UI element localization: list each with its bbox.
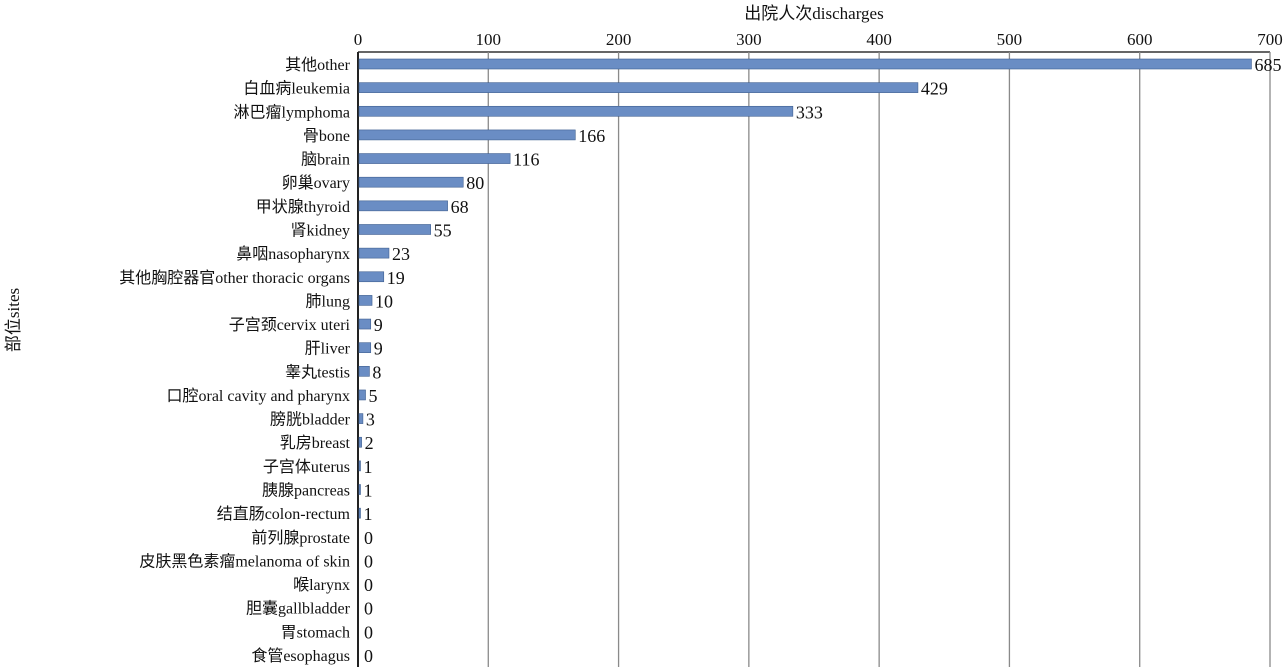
category-label: 脑brain xyxy=(301,151,350,169)
y-axis-title: 部位sites xyxy=(4,288,23,352)
category-label: 其他胸腔器官other thoracic organs xyxy=(119,269,350,287)
value-label: 0 xyxy=(364,599,373,619)
category-label: 食管esophagus xyxy=(251,647,350,665)
category-label: 子宫体uterus xyxy=(263,458,350,476)
x-tick-label: 500 xyxy=(997,30,1023,49)
category-label: 子宫颈cervix uteri xyxy=(229,316,351,334)
value-label: 55 xyxy=(434,220,452,240)
category-label: 甲状腺thyroid xyxy=(256,198,350,216)
bar xyxy=(358,271,385,283)
value-label: 80 xyxy=(466,173,484,193)
value-label: 5 xyxy=(369,386,378,406)
value-label: 333 xyxy=(796,102,823,122)
bar xyxy=(358,129,576,141)
category-label: 膀胱bladder xyxy=(270,411,351,429)
x-tick-label: 100 xyxy=(476,30,502,49)
bar xyxy=(358,295,373,306)
value-label: 0 xyxy=(364,646,373,666)
value-label: 685 xyxy=(1254,55,1281,75)
value-label: 0 xyxy=(364,528,373,548)
bar xyxy=(358,484,361,495)
category-label: 睾丸testis xyxy=(285,363,350,381)
category-label: 胃stomach xyxy=(281,624,350,641)
x-tick-label: 400 xyxy=(866,30,892,49)
value-label: 9 xyxy=(374,339,383,359)
category-label: 皮肤黑色素瘤melanoma of skin xyxy=(139,552,350,570)
bar xyxy=(358,342,372,353)
value-label: 429 xyxy=(921,79,948,99)
value-label: 1 xyxy=(364,457,373,477)
category-label: 其他other xyxy=(285,56,351,74)
x-tick-label: 300 xyxy=(736,30,762,49)
category-label: 口腔oral cavity and pharynx xyxy=(166,387,350,405)
bar xyxy=(358,318,372,330)
x-tick-label: 600 xyxy=(1127,30,1153,49)
bar xyxy=(358,366,370,377)
x-tick-label: 200 xyxy=(606,30,632,49)
x-tick-label: 700 xyxy=(1257,30,1283,49)
category-label: 胰腺pancreas xyxy=(262,482,350,500)
bar xyxy=(358,389,366,401)
category-label: 肺lung xyxy=(306,292,350,310)
x-axis-title: 出院人次discharges xyxy=(744,4,883,23)
value-label: 0 xyxy=(364,575,373,595)
value-label: 116 xyxy=(513,150,539,170)
bar xyxy=(358,460,361,472)
category-label: 肾kidney xyxy=(290,221,350,239)
value-label: 3 xyxy=(366,410,375,430)
category-label: 鼻咽nasopharynx xyxy=(236,245,350,263)
category-label: 乳房breast xyxy=(280,434,351,452)
value-label: 9 xyxy=(374,315,383,335)
bar xyxy=(358,247,390,259)
value-label: 10 xyxy=(375,291,393,311)
bar xyxy=(358,200,448,212)
category-label: 胆囊gallbladder xyxy=(246,600,351,618)
category-label: 卵巢ovary xyxy=(282,174,350,192)
value-label: 166 xyxy=(578,126,605,146)
category-label: 骨bone xyxy=(303,128,350,145)
value-label: 19 xyxy=(387,268,405,288)
value-label: 1 xyxy=(364,504,373,524)
category-label: 肝liver xyxy=(305,340,351,358)
category-label: 淋巴瘤lymphoma xyxy=(234,103,350,121)
x-tick-label: 0 xyxy=(354,30,363,49)
value-label: 23 xyxy=(392,244,410,264)
bar xyxy=(358,436,362,448)
category-label: 喉larynx xyxy=(293,576,350,594)
bar xyxy=(358,82,919,93)
value-label: 68 xyxy=(451,197,469,217)
value-label: 8 xyxy=(372,362,381,382)
bar xyxy=(358,413,364,424)
category-label: 前列腺prostate xyxy=(251,529,350,547)
bar xyxy=(358,176,464,188)
bar xyxy=(358,224,431,235)
bar xyxy=(358,105,794,117)
value-label: 0 xyxy=(364,551,373,571)
bar xyxy=(358,153,511,164)
value-label: 0 xyxy=(364,622,373,642)
value-label: 1 xyxy=(364,481,373,501)
value-label: 2 xyxy=(365,433,374,453)
category-label: 白血病leukemia xyxy=(243,80,350,98)
bar xyxy=(358,58,1252,70)
category-label: 结直肠colon-rectum xyxy=(217,505,351,523)
bar xyxy=(358,507,361,519)
